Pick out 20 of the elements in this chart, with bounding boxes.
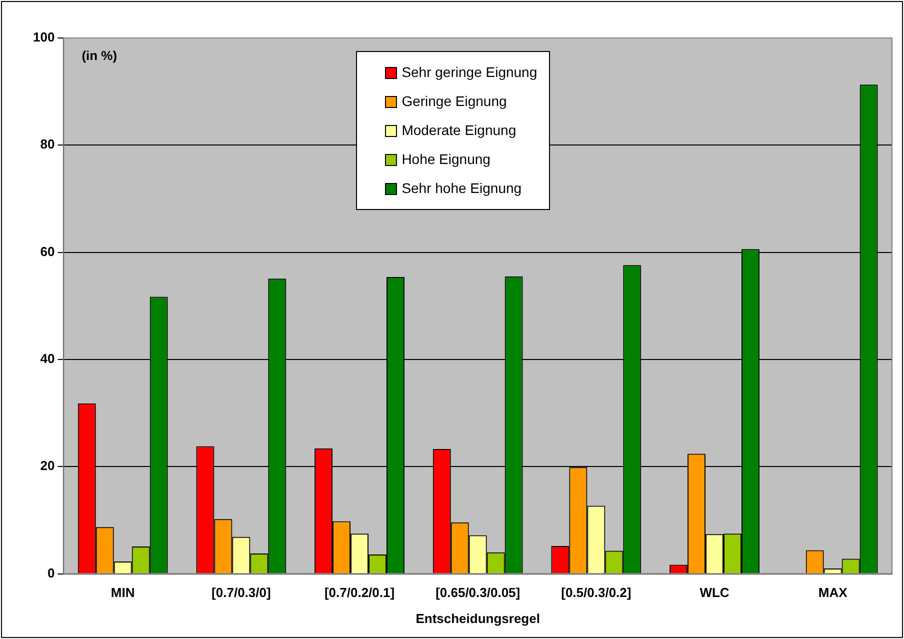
legend-label: Sehr hohe Eignung [402, 179, 522, 198]
x-tick-label: MAX [818, 585, 848, 600]
x-tick-label: [0.7/0.2/0.1] [324, 585, 395, 600]
x-tick-label: [0.5/0.3/0.2] [561, 585, 632, 600]
y-tick-label: 40 [40, 351, 55, 366]
legend-label: Geringe Eignung [402, 92, 507, 111]
y-tick-label: 100 [32, 30, 55, 45]
x-tick-label: WLC [700, 585, 730, 600]
x-axis-title: Entscheidungsregel [416, 610, 540, 626]
legend-label: Hohe Eignung [402, 150, 490, 169]
y-tick-label: 60 [40, 244, 55, 259]
x-tick-label: [0.7/0.3/0] [212, 585, 271, 600]
legend-label: Moderate Eignung [402, 121, 516, 140]
y-tick-label: 80 [40, 136, 55, 152]
y-tick-label: 20 [40, 458, 55, 474]
x-tick-label: MIN [110, 585, 135, 600]
legend-label: Sehr geringe Eignung [402, 63, 538, 82]
y-tick-label: 0 [47, 565, 55, 580]
annotation: (in %) [82, 48, 118, 64]
x-tick-label: [0.65/0.3/0.05] [436, 585, 520, 600]
